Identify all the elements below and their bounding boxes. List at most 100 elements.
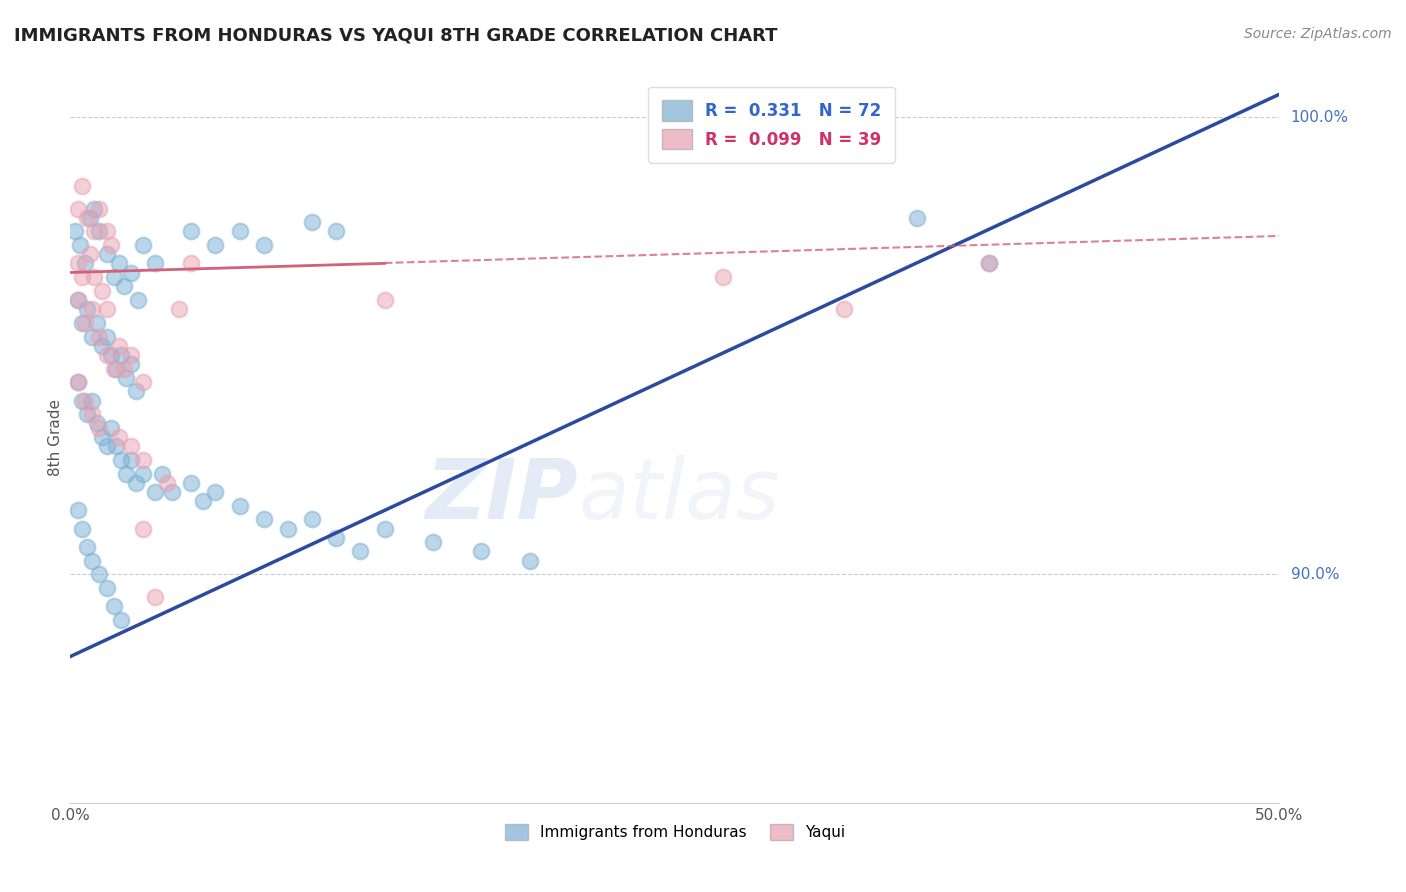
Point bbox=[100, 421, 122, 435]
Point bbox=[167, 302, 190, 317]
Point bbox=[180, 224, 202, 238]
Point bbox=[110, 348, 132, 362]
Point bbox=[96, 439, 118, 453]
Point bbox=[132, 453, 155, 467]
Point bbox=[103, 599, 125, 614]
Point bbox=[72, 393, 94, 408]
Text: 90.0%: 90.0% bbox=[1291, 566, 1339, 582]
Point bbox=[127, 293, 149, 307]
Point bbox=[73, 393, 96, 408]
Y-axis label: 8th Grade: 8th Grade bbox=[48, 399, 63, 475]
Point bbox=[253, 512, 276, 526]
Point bbox=[86, 417, 108, 431]
Point bbox=[204, 484, 226, 499]
Point bbox=[105, 361, 128, 376]
Point bbox=[120, 266, 142, 280]
Point bbox=[277, 521, 299, 535]
Point bbox=[193, 494, 215, 508]
Point bbox=[89, 567, 111, 582]
Point bbox=[72, 178, 94, 193]
Point bbox=[115, 370, 138, 384]
Point bbox=[103, 361, 125, 376]
Point bbox=[66, 202, 89, 216]
Point bbox=[107, 430, 129, 444]
Point bbox=[73, 256, 96, 270]
Point bbox=[72, 270, 94, 285]
Point bbox=[124, 475, 146, 490]
Text: Source: ZipAtlas.com: Source: ZipAtlas.com bbox=[1244, 27, 1392, 41]
Point bbox=[112, 279, 135, 293]
Point bbox=[79, 247, 101, 261]
Point bbox=[150, 467, 173, 481]
Point bbox=[76, 540, 98, 554]
Point bbox=[132, 467, 155, 481]
Point bbox=[228, 224, 250, 238]
Point bbox=[107, 256, 129, 270]
Point bbox=[325, 531, 347, 545]
Point bbox=[132, 238, 155, 252]
Point bbox=[979, 256, 1001, 270]
Point bbox=[374, 293, 396, 307]
Point bbox=[96, 329, 118, 343]
Point bbox=[96, 247, 118, 261]
Point bbox=[301, 215, 323, 229]
Point bbox=[73, 316, 96, 330]
Point bbox=[711, 270, 734, 285]
Point bbox=[253, 238, 276, 252]
Point bbox=[374, 521, 396, 535]
Point bbox=[66, 293, 89, 307]
Point bbox=[83, 270, 105, 285]
Point bbox=[301, 512, 323, 526]
Point bbox=[120, 357, 142, 371]
Point bbox=[72, 521, 94, 535]
Point bbox=[86, 316, 108, 330]
Point bbox=[132, 375, 155, 389]
Point bbox=[100, 348, 122, 362]
Point bbox=[89, 224, 111, 238]
Point bbox=[63, 224, 86, 238]
Point bbox=[80, 553, 103, 567]
Text: IMMIGRANTS FROM HONDURAS VS YAQUI 8TH GRADE CORRELATION CHART: IMMIGRANTS FROM HONDURAS VS YAQUI 8TH GR… bbox=[14, 27, 778, 45]
Point bbox=[132, 521, 155, 535]
Point bbox=[90, 430, 112, 444]
Point bbox=[143, 590, 166, 604]
Point bbox=[83, 202, 105, 216]
Legend: Immigrants from Honduras, Yaqui: Immigrants from Honduras, Yaqui bbox=[499, 818, 851, 847]
Point bbox=[979, 256, 1001, 270]
Point bbox=[79, 211, 101, 225]
Point bbox=[89, 421, 111, 435]
Point bbox=[180, 256, 202, 270]
Point bbox=[110, 453, 132, 467]
Point bbox=[204, 238, 226, 252]
Point bbox=[100, 238, 122, 252]
Point bbox=[103, 270, 125, 285]
Point bbox=[80, 393, 103, 408]
Point bbox=[66, 293, 89, 307]
Point bbox=[69, 238, 91, 252]
Point bbox=[120, 453, 142, 467]
Point bbox=[76, 211, 98, 225]
Point bbox=[143, 484, 166, 499]
Point bbox=[66, 256, 89, 270]
Point bbox=[160, 484, 183, 499]
Point bbox=[76, 407, 98, 421]
Point bbox=[905, 211, 928, 225]
Point bbox=[112, 361, 135, 376]
Point bbox=[124, 384, 146, 399]
Text: ZIP: ZIP bbox=[426, 455, 578, 536]
Point bbox=[83, 224, 105, 238]
Point bbox=[90, 338, 112, 352]
Text: atlas: atlas bbox=[578, 455, 780, 536]
Point bbox=[115, 467, 138, 481]
Point bbox=[80, 302, 103, 317]
Point bbox=[80, 329, 103, 343]
Point bbox=[72, 316, 94, 330]
Point bbox=[105, 439, 128, 453]
Point bbox=[66, 503, 89, 517]
Point bbox=[156, 475, 179, 490]
Point bbox=[96, 348, 118, 362]
Point bbox=[80, 407, 103, 421]
Point bbox=[89, 329, 111, 343]
Point bbox=[66, 375, 89, 389]
Point bbox=[519, 553, 541, 567]
